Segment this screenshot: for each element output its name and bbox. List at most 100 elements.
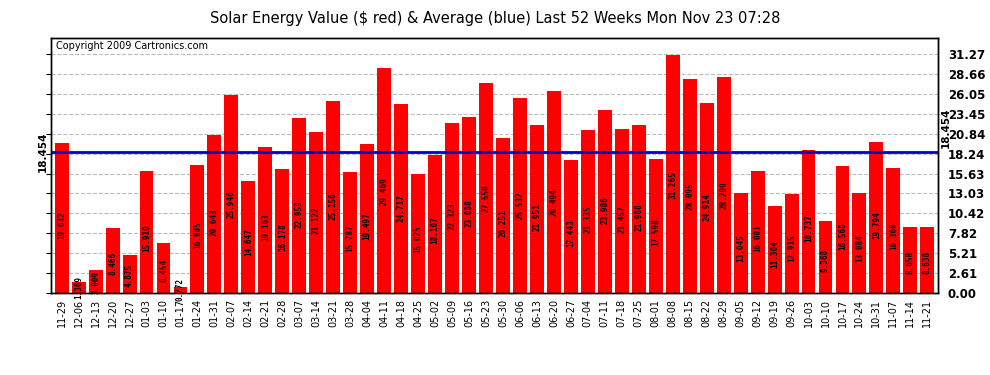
Bar [750,171,764,292]
Text: 28.095: 28.095 [685,182,694,210]
Text: 11.304: 11.304 [770,240,779,268]
Bar [242,181,255,292]
Text: 25.156: 25.156 [329,192,338,220]
Bar [598,110,612,292]
Bar [292,118,306,292]
Bar [836,166,849,292]
Bar [785,194,799,292]
Text: 19.794: 19.794 [872,211,881,238]
Text: 21.988: 21.988 [635,203,644,231]
Bar [581,130,595,292]
Text: 18.737: 18.737 [804,214,813,242]
Text: 21.457: 21.457 [618,205,627,233]
Text: 21.122: 21.122 [312,206,321,234]
Bar [225,95,239,292]
Text: 1.369: 1.369 [74,276,83,299]
Text: 15.910: 15.910 [142,224,151,252]
Bar [802,150,816,292]
Text: 17.443: 17.443 [566,219,575,247]
Bar [530,125,544,292]
Text: 15.787: 15.787 [346,225,354,252]
Text: 8.658: 8.658 [906,251,915,274]
Text: 28.299: 28.299 [719,182,729,210]
Bar [564,160,578,292]
Bar [411,174,425,292]
Bar [275,170,289,292]
Bar [258,147,272,292]
Text: 19.632: 19.632 [57,211,66,239]
Bar [156,243,170,292]
Text: 19.497: 19.497 [362,212,371,240]
Text: 0.772: 0.772 [176,278,185,301]
Text: 8.466: 8.466 [108,252,117,275]
Text: 15.625: 15.625 [414,225,423,253]
Text: 13.045: 13.045 [737,234,745,262]
Text: 24.717: 24.717 [397,194,406,222]
Bar [360,144,374,292]
Text: 24.914: 24.914 [702,193,711,221]
Bar [767,207,781,292]
Bar [208,135,222,292]
Text: 14.647: 14.647 [244,228,252,256]
Bar [173,286,187,292]
Bar [327,101,341,292]
Bar [819,221,833,292]
Text: 9.368: 9.368 [821,249,830,272]
Text: 29.469: 29.469 [380,178,389,206]
Bar [71,282,85,292]
Text: 21.335: 21.335 [583,206,592,233]
Bar [190,165,204,292]
Bar [344,172,357,292]
Bar [106,228,120,292]
Text: 25.946: 25.946 [227,190,236,217]
Bar [54,143,68,292]
Text: 19.163: 19.163 [260,213,270,241]
Text: 18.454: 18.454 [940,108,951,148]
Bar [700,103,714,292]
Bar [309,132,324,292]
Bar [852,193,866,292]
Text: 20.643: 20.643 [210,208,219,236]
Text: 26.494: 26.494 [549,188,558,216]
Bar [513,98,527,292]
Text: 3.009: 3.009 [91,271,100,294]
Bar [123,255,137,292]
Text: 8.638: 8.638 [923,251,932,274]
Text: 27.550: 27.550 [481,184,490,212]
Text: 23.088: 23.088 [464,200,473,227]
Bar [886,168,900,292]
Text: 31.265: 31.265 [668,171,677,199]
Bar [89,270,103,292]
Text: 20.251: 20.251 [499,209,508,237]
Bar [479,83,493,292]
Text: 22.953: 22.953 [295,200,304,228]
Bar [140,171,153,292]
Text: 16.178: 16.178 [278,223,287,251]
Bar [648,159,662,292]
Bar [921,227,935,292]
Bar [683,79,697,292]
Bar [632,125,645,292]
Text: 22.323: 22.323 [447,202,456,230]
Text: 16.568: 16.568 [838,222,847,250]
Text: 17.598: 17.598 [651,218,660,246]
Text: 18.454: 18.454 [38,132,49,172]
Text: 16.805: 16.805 [193,221,202,249]
Text: 6.454: 6.454 [159,259,168,282]
Bar [665,54,680,292]
Text: 16.368: 16.368 [889,222,898,250]
Bar [496,138,510,292]
Bar [734,193,747,292]
Bar [462,117,476,292]
Text: 16.001: 16.001 [753,224,762,252]
Bar [615,129,629,292]
Text: 12.915: 12.915 [787,234,796,262]
Text: 21.951: 21.951 [533,203,542,231]
Text: 23.986: 23.986 [600,196,609,224]
Text: 25.532: 25.532 [516,191,525,219]
Text: 13.084: 13.084 [855,234,864,261]
Bar [869,142,883,292]
Text: Solar Energy Value ($ red) & Average (blue) Last 52 Weeks Mon Nov 23 07:28: Solar Energy Value ($ red) & Average (bl… [210,11,780,26]
Bar [377,68,391,292]
Bar [394,104,408,292]
